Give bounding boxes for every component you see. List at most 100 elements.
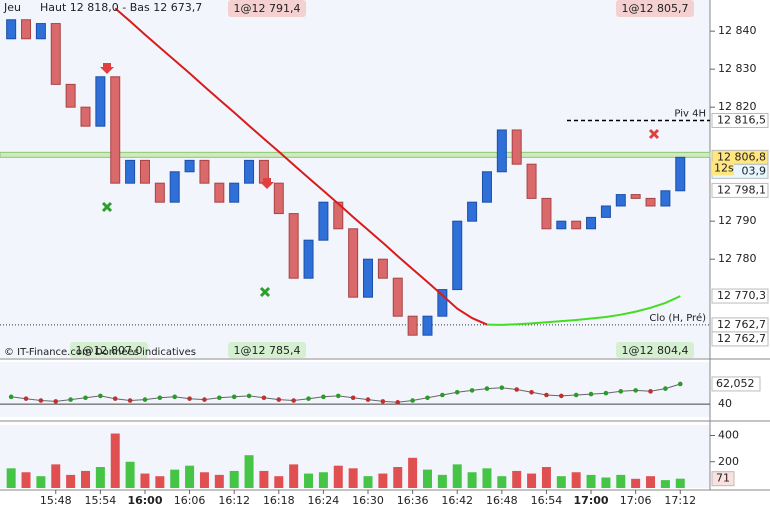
osc-point bbox=[127, 398, 133, 403]
level-tag-text: 12 816,5 bbox=[717, 113, 766, 126]
candle bbox=[392, 277, 403, 317]
price-panel bbox=[0, 0, 710, 358]
x-tick-label: 16:18 bbox=[263, 494, 295, 507]
info-box-text: 1@12 805,7 bbox=[622, 2, 689, 15]
vol-last-label: 71 bbox=[716, 472, 730, 485]
candle bbox=[169, 171, 180, 203]
info-box bbox=[70, 342, 148, 358]
osc-point bbox=[425, 395, 430, 401]
osc-value-label: 62,052 bbox=[716, 377, 755, 390]
volume-bar bbox=[452, 464, 462, 488]
volume-bar bbox=[21, 472, 31, 488]
volume-bar bbox=[333, 465, 343, 488]
osc-point bbox=[23, 396, 29, 401]
volume-bar bbox=[318, 472, 328, 488]
candle bbox=[377, 258, 388, 279]
volume-bar bbox=[422, 469, 432, 488]
candle bbox=[6, 19, 17, 40]
candle bbox=[95, 76, 106, 127]
candle bbox=[481, 171, 492, 203]
osc-tick-label: 40 bbox=[718, 397, 732, 410]
level-tag-text: 12 762,7 bbox=[717, 318, 766, 331]
moving-average bbox=[486, 295, 681, 326]
osc-point bbox=[38, 398, 44, 403]
osc-point bbox=[663, 386, 668, 391]
osc-point bbox=[83, 395, 88, 401]
volume-bar bbox=[259, 470, 269, 488]
candle bbox=[615, 194, 626, 207]
candle bbox=[229, 182, 240, 203]
osc-point bbox=[395, 400, 401, 405]
volume-bar bbox=[675, 478, 685, 488]
osc-point bbox=[68, 397, 73, 402]
candle bbox=[496, 129, 507, 173]
info-box bbox=[616, 0, 694, 17]
osc-point bbox=[365, 397, 371, 402]
volume-bar bbox=[467, 472, 477, 488]
candle bbox=[511, 129, 522, 165]
candle bbox=[199, 159, 210, 184]
volume-bar bbox=[304, 473, 314, 488]
x-tick-label: 16:36 bbox=[397, 494, 429, 507]
osc-point bbox=[321, 394, 326, 400]
info-box bbox=[228, 342, 306, 358]
volume-bar bbox=[95, 467, 105, 488]
x-tick-label: 16:48 bbox=[486, 494, 518, 507]
volume-bar bbox=[616, 474, 626, 488]
volume-bar bbox=[229, 470, 239, 488]
level-note: Clo (H, Pré) bbox=[649, 312, 706, 324]
osc-point bbox=[603, 390, 609, 396]
vol-tag bbox=[711, 471, 735, 487]
level-tag-text: 12 806,8 bbox=[717, 150, 766, 163]
osc-point bbox=[261, 395, 267, 401]
info-box-text: 1@12 785,4 bbox=[234, 344, 301, 357]
volume-bar bbox=[527, 473, 537, 488]
x-tick-label: 16:54 bbox=[531, 494, 563, 507]
candle bbox=[660, 190, 671, 207]
level-tag bbox=[711, 288, 769, 304]
candle bbox=[50, 23, 61, 85]
candle bbox=[526, 163, 537, 199]
candle bbox=[586, 216, 597, 230]
osc-point bbox=[484, 386, 490, 391]
candle bbox=[214, 182, 225, 203]
volume-bar bbox=[214, 474, 224, 488]
candle bbox=[437, 289, 448, 317]
candle bbox=[363, 258, 374, 298]
info-box bbox=[228, 0, 306, 17]
level-tag-text: 12 770,3 bbox=[717, 289, 766, 302]
candle bbox=[600, 205, 611, 218]
x-tick-label: 16:06 bbox=[174, 494, 206, 507]
y-tick-label: 12 820 bbox=[718, 100, 757, 113]
volume-bar bbox=[378, 473, 388, 488]
y-tick-label: 12 840 bbox=[718, 24, 757, 37]
range-text: Haut 12 818,0 - Bas 12 673,7 bbox=[40, 1, 202, 14]
candle bbox=[348, 228, 359, 298]
candle bbox=[645, 197, 656, 207]
x-tick-label: 16:24 bbox=[308, 494, 340, 507]
buy-signal bbox=[259, 286, 271, 298]
candle bbox=[154, 182, 165, 203]
volume-bar bbox=[80, 470, 90, 488]
osc-point bbox=[633, 388, 638, 393]
volume-bar bbox=[571, 472, 581, 488]
candle bbox=[556, 220, 567, 230]
osc-point bbox=[499, 385, 505, 390]
info-box-text: 1@12 807,0 bbox=[76, 344, 143, 357]
moving-average bbox=[114, 7, 488, 326]
osc-point bbox=[573, 392, 579, 398]
volume-bar bbox=[140, 473, 150, 488]
osc-point bbox=[514, 387, 520, 392]
osc-point bbox=[677, 381, 683, 387]
volume-bar bbox=[66, 474, 76, 488]
candle bbox=[273, 182, 284, 215]
volume-bar bbox=[170, 469, 180, 488]
volume-bar bbox=[586, 474, 596, 488]
volume-bar bbox=[155, 476, 165, 488]
oscillator-line bbox=[11, 383, 681, 403]
buy-signal bbox=[101, 201, 113, 213]
osc-point bbox=[142, 397, 148, 402]
candle bbox=[407, 315, 418, 336]
